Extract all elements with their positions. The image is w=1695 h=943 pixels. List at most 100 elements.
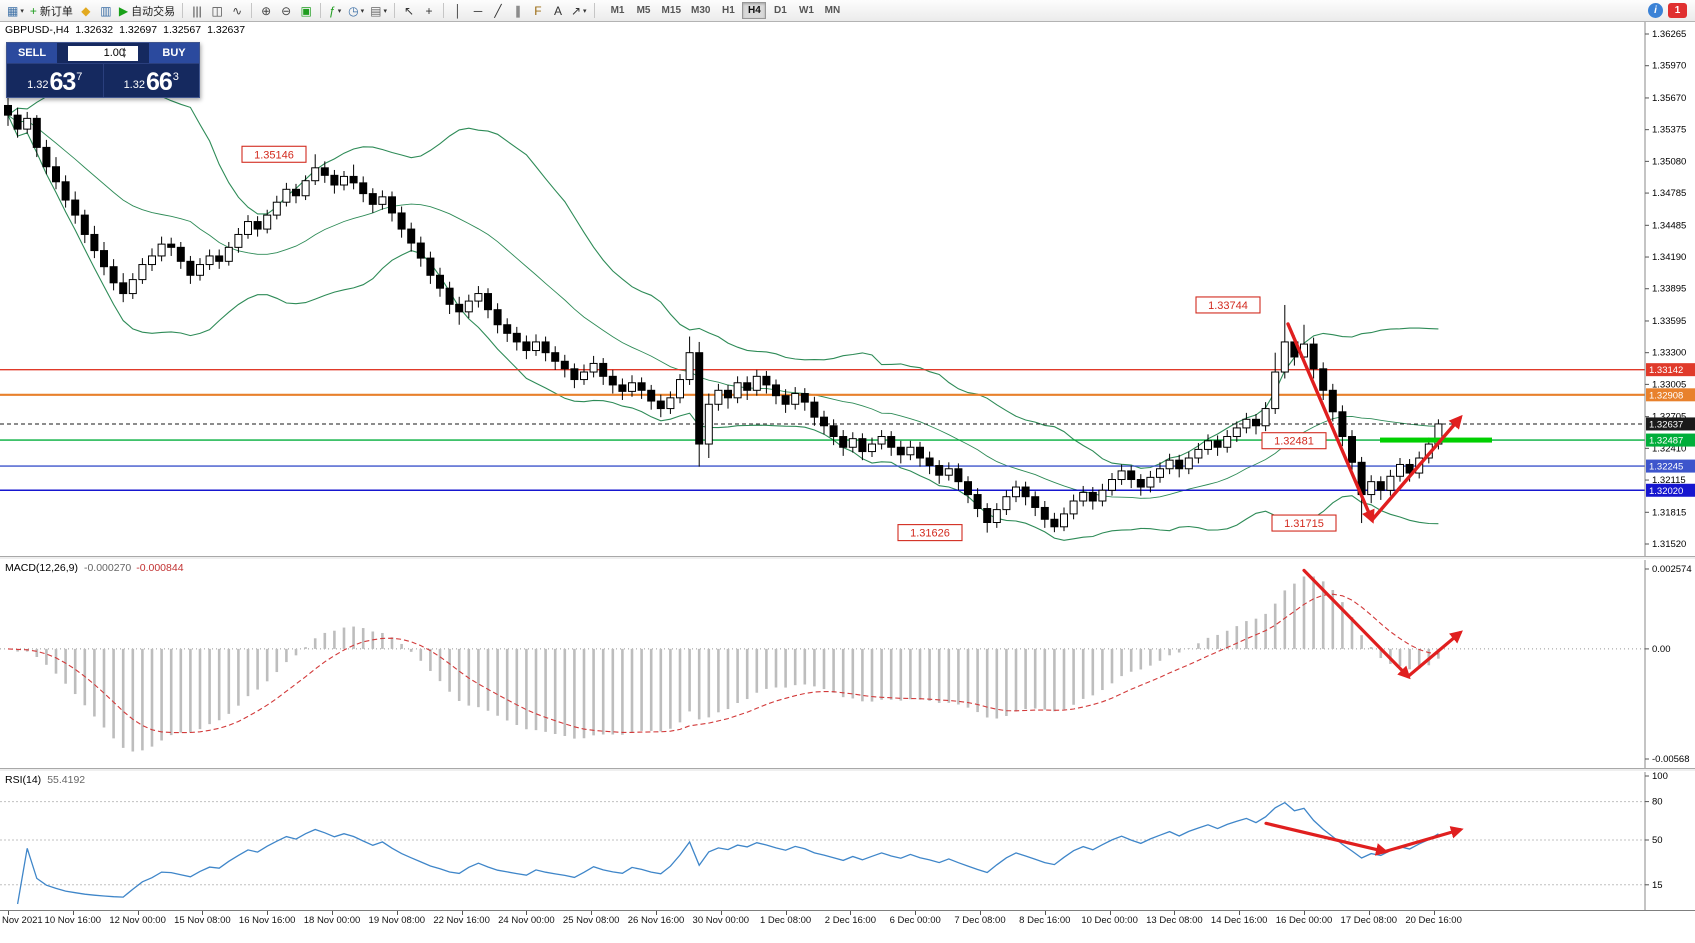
favorites-icon[interactable]: ◆	[76, 2, 96, 20]
price-axis-label: 1.34190	[1652, 252, 1686, 263]
price-tag	[1646, 433, 1695, 447]
timeframe-button-h4[interactable]: H4	[742, 2, 767, 19]
bid-pips: 63	[49, 68, 76, 96]
candle	[599, 362, 608, 377]
candle	[724, 389, 732, 399]
trend-arrow[interactable]	[1406, 630, 1463, 679]
bar-chart-icon[interactable]: |||	[187, 2, 207, 20]
price-callout[interactable]	[1195, 296, 1261, 314]
market-watch-icon[interactable]: ▥	[96, 2, 116, 20]
cursor-icon[interactable]: ↖	[399, 2, 419, 20]
panel-separator[interactable]	[0, 768, 1695, 772]
candle	[61, 181, 70, 201]
templates-icon[interactable]: ▤ ▾	[367, 2, 390, 20]
price-callout[interactable]	[1271, 514, 1337, 532]
time-axis-tick	[1433, 911, 1435, 915]
volume-input[interactable]: 1.00 ▴ ▾	[68, 45, 138, 61]
auto-trading-button[interactable]: ▶ 自动交易	[116, 2, 178, 20]
trend-arrow[interactable]	[1264, 821, 1389, 856]
zoom-in-icon[interactable]: ⊕	[256, 2, 276, 20]
trend-arrow[interactable]	[1383, 826, 1464, 854]
macd-chart[interactable]: 0.002574 0.00 -0.00568	[0, 560, 1695, 768]
timeframe-button-m1[interactable]: M1	[606, 2, 630, 19]
trend-arrow[interactable]	[1286, 322, 1375, 524]
notification-badge[interactable]: 1	[1668, 3, 1687, 18]
macd-panel[interactable]: 0.002574 0.00 -0.00568 MACD(12,26,9) -0.000…	[0, 560, 1695, 768]
candle	[896, 446, 905, 456]
price-callout[interactable]	[1261, 432, 1327, 450]
candle	[992, 509, 1001, 524]
toolbar-right: i 1	[1648, 3, 1691, 18]
sell-button[interactable]: SELL	[7, 43, 57, 63]
indicators-icon[interactable]: ƒ ▾	[325, 2, 345, 20]
time-axis-tick	[1368, 911, 1370, 915]
crosshair-icon[interactable]: +	[419, 2, 439, 20]
rsi-chart[interactable]: 100 80 50 15	[0, 772, 1695, 910]
ask-price[interactable]: 1.32 66 3	[104, 64, 200, 97]
time-axis-label: Nov 2021	[2, 915, 43, 926]
price-callout[interactable]	[241, 145, 307, 163]
symbol-period: GBPUSD-,H4	[5, 24, 70, 36]
timeframe-button-m5[interactable]: M5	[632, 2, 656, 19]
panel-separator[interactable]	[0, 556, 1695, 560]
trendline-icon[interactable]: ╱	[488, 2, 508, 20]
candle	[1136, 479, 1145, 488]
bollinger-band	[7, 79, 1439, 469]
candle	[263, 214, 272, 230]
time-axis[interactable]: Nov 2021 10 Nov 16:00 12 Nov 00:00 15 Nov 0…	[0, 910, 1695, 943]
timeframe-button-h1[interactable]: H1	[716, 2, 740, 19]
support-zone[interactable]	[1380, 437, 1492, 443]
time-axis-tick	[1239, 911, 1241, 915]
horizontal-line-icon[interactable]: ─	[468, 2, 488, 20]
community-icon[interactable]: i	[1648, 3, 1663, 18]
price-axis-label: 1.34485	[1652, 220, 1686, 231]
channel-icon[interactable]: ∥	[508, 2, 528, 20]
arrows-tool-icon[interactable]: ↗ ▾	[568, 2, 590, 20]
timeframe-button-m15[interactable]: M15	[658, 2, 685, 19]
trend-arrow[interactable]	[1302, 568, 1411, 680]
main-chart-panel[interactable]: 1.35146 1.33744 1.32481 1.31626 1.31715 1.362…	[0, 22, 1695, 556]
macd-signal-line	[7, 593, 1439, 734]
line-chart-icon[interactable]: ∿	[227, 2, 247, 20]
vertical-line-icon[interactable]: │	[448, 2, 468, 20]
tile-windows-icon[interactable]: ▣	[296, 2, 316, 20]
text-icon[interactable]: A	[548, 2, 568, 20]
candle	[426, 257, 435, 276]
time-axis-tick	[72, 911, 74, 915]
price-axis-label: 1.32115	[1652, 475, 1686, 486]
periods-icon[interactable]: ◷ ▾	[345, 2, 367, 20]
macd-axis-label: -0.00568	[1652, 754, 1690, 765]
candle	[628, 382, 636, 392]
ask-figure: 1.32	[123, 79, 145, 91]
ohlc-close: 1.32637	[207, 24, 246, 36]
candlestick-chart[interactable]: 1.35146 1.33744 1.32481 1.31626 1.31715 1.362…	[0, 22, 1695, 556]
candle	[378, 196, 387, 205]
rsi-name: RSI(14)	[5, 774, 42, 786]
new-order-button[interactable]: + 新订单	[27, 2, 76, 20]
spin-down-icon[interactable]: ▾	[122, 52, 126, 60]
candle	[800, 393, 809, 403]
new-chart-icon[interactable]: ▦ ▾	[4, 2, 27, 20]
buy-button[interactable]: BUY	[149, 43, 199, 63]
timeframe-button-w1[interactable]: W1	[794, 2, 818, 19]
price-tag-text: 1.32908	[1649, 390, 1683, 401]
candle	[71, 199, 80, 216]
price-callout-text: 1.31715	[1284, 518, 1324, 530]
candlestick-chart-icon[interactable]: ◫	[207, 2, 227, 20]
trend-arrow[interactable]	[1370, 414, 1463, 522]
price-axis-label: 1.33595	[1652, 316, 1686, 327]
candle	[1348, 436, 1356, 463]
rsi-panel[interactable]: 100 80 50 15 RSI(14) 55.4192	[0, 772, 1695, 910]
zoom-out-icon[interactable]: ⊖	[276, 2, 296, 20]
timeframe-button-m30[interactable]: M30	[687, 2, 714, 19]
bid-price[interactable]: 1.32 63 7	[7, 64, 104, 97]
candle	[349, 175, 358, 184]
candle	[196, 264, 204, 276]
fibonacci-icon[interactable]: F	[528, 2, 548, 20]
timeframe-button-d1[interactable]: D1	[768, 2, 792, 19]
price-callout[interactable]	[897, 524, 963, 542]
timeframe-button-mn[interactable]: MN	[820, 2, 844, 19]
candle	[772, 384, 780, 397]
spin-up-icon[interactable]: ▴	[122, 45, 126, 53]
volume-spinner[interactable]: ▴ ▾	[122, 46, 126, 60]
